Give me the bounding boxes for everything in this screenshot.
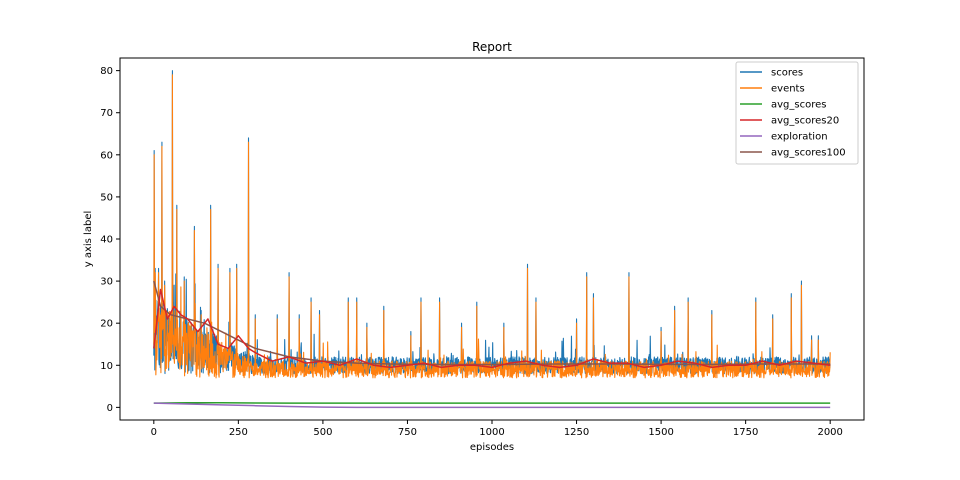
legend-entry-avg_scores20: avg_scores20 — [771, 116, 839, 127]
x-tick-label: 500 — [313, 427, 332, 438]
x-tick-label: 1500 — [648, 427, 673, 438]
x-tick-label: 1250 — [564, 427, 589, 438]
legend-entry-exploration: exploration — [771, 132, 828, 143]
y-axis-label: y axis label — [83, 211, 94, 268]
series-line-events — [153, 74, 831, 379]
y-tick-label: 20 — [100, 319, 113, 330]
x-tick-label: 1750 — [733, 427, 758, 438]
legend-entry-scores: scores — [771, 68, 803, 79]
series-layer — [153, 70, 831, 409]
series-line-exploration — [153, 402, 831, 409]
y-tick-label: 40 — [100, 235, 113, 246]
legend-box — [735, 61, 859, 165]
legend-entry-avg_scores: avg_scores — [771, 100, 826, 111]
x-axis: 0 250 500 750 1000 1250 1500 1750 2000 — [151, 420, 843, 438]
y-tick-label: 0 — [107, 403, 113, 414]
y-tick-label: 60 — [100, 150, 113, 161]
legend-entry-events: events — [771, 84, 805, 95]
y-tick-label: 50 — [100, 192, 113, 203]
y-tick-label: 30 — [100, 277, 113, 288]
legend-entry-avg_scores100: avg_scores100 — [771, 148, 846, 159]
chart-title: Report — [472, 40, 512, 54]
x-tick-label: 750 — [398, 427, 417, 438]
x-tick-label: 1000 — [479, 427, 504, 438]
series-line-avg_scores20 — [153, 288, 831, 369]
y-axis: 0 10 20 30 40 50 60 70 80 — [100, 66, 120, 414]
y-tick-label: 70 — [100, 108, 113, 119]
y-tick-label: 10 — [100, 361, 113, 372]
x-tick-label: 250 — [229, 427, 248, 438]
legend: scores events avg_scores avg_scores20explor… — [735, 61, 859, 165]
y-tick-label: 80 — [100, 66, 113, 77]
x-tick-label: 0 — [151, 427, 157, 438]
x-tick-label: 2000 — [817, 427, 842, 438]
x-axis-label: episodes — [470, 442, 514, 453]
series-line-avg_scores100 — [153, 280, 831, 366]
